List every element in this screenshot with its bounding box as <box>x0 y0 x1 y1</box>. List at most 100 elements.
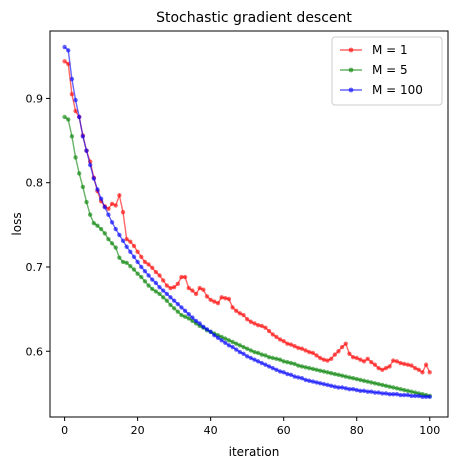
data-point <box>226 343 232 348</box>
data-point <box>387 384 392 389</box>
data-point <box>124 260 129 265</box>
data-point <box>62 59 67 64</box>
series-line <box>64 60 431 374</box>
data-point <box>394 392 400 397</box>
data-point <box>171 306 177 311</box>
data-point <box>124 244 129 249</box>
data-point <box>416 393 421 399</box>
plot-frame <box>49 30 449 418</box>
data-point <box>77 171 82 176</box>
data-point <box>234 347 239 352</box>
data-point <box>120 210 126 215</box>
data-point <box>241 312 246 318</box>
data-point <box>343 374 348 379</box>
data-point <box>405 362 411 367</box>
data-point <box>95 223 100 228</box>
data-point <box>175 301 180 307</box>
data-point <box>259 352 264 357</box>
data-point <box>117 255 122 260</box>
data-point <box>113 245 118 250</box>
data-point <box>347 386 352 392</box>
x-axis: 0 20 40 60 80 100 <box>61 417 440 437</box>
data-point <box>296 363 301 368</box>
data-point <box>361 388 367 394</box>
data-point <box>303 377 308 383</box>
data-point <box>299 346 305 351</box>
data-point <box>321 369 327 374</box>
data-point <box>157 285 162 290</box>
data-point <box>244 317 250 322</box>
data-point <box>182 308 188 314</box>
data-point <box>244 354 250 359</box>
data-point <box>223 340 228 346</box>
data-point <box>215 301 221 306</box>
data-point <box>139 274 144 280</box>
data-point <box>288 342 294 347</box>
data-point <box>325 382 330 388</box>
data-point <box>182 274 188 280</box>
data-point <box>339 344 345 350</box>
data-point <box>252 349 257 355</box>
data-point <box>84 148 89 153</box>
data-point <box>307 349 312 355</box>
y-tick-label: 0.6 <box>26 345 44 358</box>
data-point <box>310 350 316 356</box>
data-point <box>277 369 283 374</box>
x-tick-label: 60 <box>277 424 291 437</box>
data-point <box>87 212 93 217</box>
data-point <box>182 314 188 319</box>
data-point <box>204 327 210 332</box>
data-point <box>255 350 261 356</box>
data-point <box>394 359 400 364</box>
data-point <box>197 285 202 291</box>
series-2 <box>62 44 432 399</box>
data-point <box>212 299 217 304</box>
data-point <box>328 370 334 376</box>
data-point <box>416 367 421 372</box>
data-point <box>405 392 411 398</box>
data-point <box>157 273 162 278</box>
data-point <box>223 295 228 301</box>
data-point <box>219 338 224 343</box>
data-point <box>380 382 385 388</box>
legend-marker <box>348 67 354 73</box>
data-point <box>412 365 418 371</box>
data-point <box>117 232 122 238</box>
data-point <box>285 341 290 346</box>
data-point <box>186 316 191 321</box>
data-point <box>369 380 374 385</box>
data-point <box>150 265 155 271</box>
data-point <box>328 356 334 362</box>
data-point <box>131 243 137 249</box>
data-point <box>69 134 75 139</box>
data-point <box>113 203 118 208</box>
data-point <box>146 283 151 288</box>
data-point <box>427 370 432 375</box>
data-point <box>325 370 330 375</box>
data-point <box>252 321 257 326</box>
x-tick-label: 100 <box>419 424 440 437</box>
data-point <box>354 387 359 393</box>
x-tick-label: 80 <box>350 424 364 437</box>
data-point <box>226 296 232 302</box>
data-point <box>190 315 195 320</box>
data-point <box>150 286 155 292</box>
data-point <box>263 362 268 367</box>
x-tick-label: 0 <box>61 424 68 437</box>
data-point <box>237 311 243 316</box>
data-point <box>398 360 403 366</box>
data-point <box>321 357 327 362</box>
data-point <box>401 361 407 367</box>
data-point <box>139 254 144 260</box>
data-point <box>314 380 319 385</box>
data-point <box>420 394 425 399</box>
data-point <box>292 361 297 367</box>
data-point <box>266 364 272 369</box>
data-point <box>296 345 301 351</box>
data-point <box>131 267 137 272</box>
data-point <box>427 394 432 399</box>
data-point <box>369 389 374 394</box>
data-point <box>230 344 235 350</box>
data-point <box>208 329 213 335</box>
data-point <box>164 298 170 303</box>
